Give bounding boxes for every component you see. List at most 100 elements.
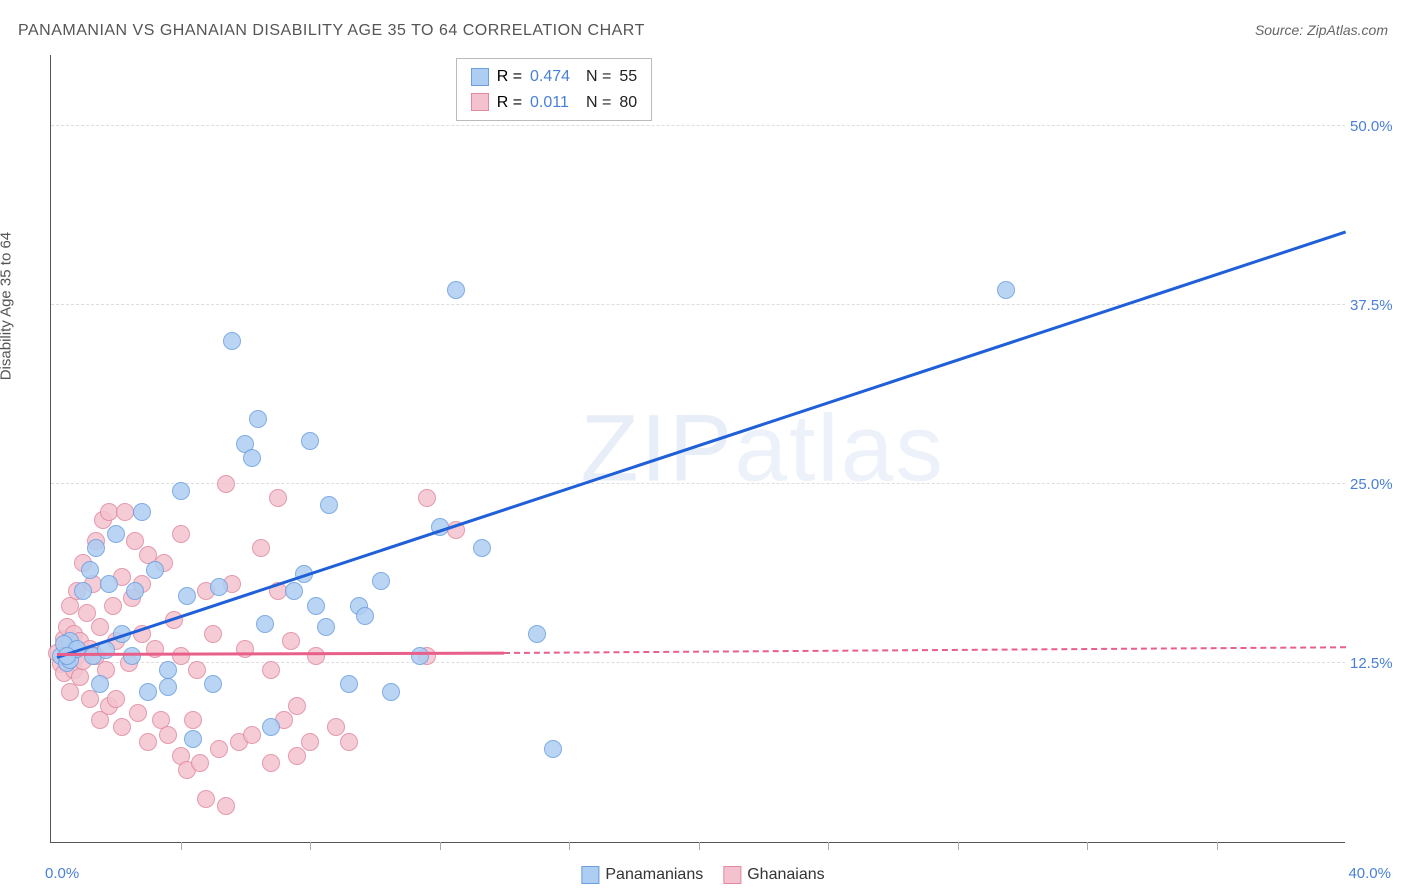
data-point xyxy=(340,675,358,693)
x-tick xyxy=(569,842,570,850)
n-value: 55 xyxy=(619,64,637,90)
data-point xyxy=(87,539,105,557)
data-point xyxy=(262,754,280,772)
data-point xyxy=(447,281,465,299)
data-point xyxy=(307,597,325,615)
n-label: N = xyxy=(586,90,611,116)
legend-item: Ghanaians xyxy=(723,866,824,884)
data-point xyxy=(382,683,400,701)
scatter-plot-area: ZIPatlas 12.5%25.0%37.5%50.0%R =0.474N =… xyxy=(50,55,1345,843)
data-point xyxy=(269,489,287,507)
y-tick-label: 37.5% xyxy=(1350,297,1400,314)
data-point xyxy=(282,632,300,650)
x-tick xyxy=(1087,842,1088,850)
data-point xyxy=(159,661,177,679)
data-point xyxy=(191,754,209,772)
data-point xyxy=(223,332,241,350)
data-point xyxy=(107,690,125,708)
data-point xyxy=(356,607,374,625)
data-point xyxy=(104,597,122,615)
data-point xyxy=(997,281,1015,299)
x-tick xyxy=(699,842,700,850)
x-tick xyxy=(958,842,959,850)
data-point xyxy=(243,449,261,467)
data-point xyxy=(184,730,202,748)
data-point xyxy=(172,482,190,500)
y-tick-label: 50.0% xyxy=(1350,118,1400,135)
gridline-horizontal xyxy=(51,304,1345,305)
data-point xyxy=(217,475,235,493)
data-point xyxy=(317,618,335,636)
data-point xyxy=(100,575,118,593)
y-tick-label: 25.0% xyxy=(1350,476,1400,493)
n-value: 80 xyxy=(619,90,637,116)
watermark-thin: atlas xyxy=(734,395,945,501)
trend-line xyxy=(57,652,504,656)
data-point xyxy=(188,661,206,679)
data-point xyxy=(197,790,215,808)
r-value: 0.474 xyxy=(530,64,578,90)
x-tick xyxy=(310,842,311,850)
data-point xyxy=(372,572,390,590)
legend-swatch xyxy=(471,68,489,86)
watermark-bold: ZIP xyxy=(580,395,734,501)
legend-stats-box: R = 0.474 N = 55 R = 0.011 N = 80 xyxy=(456,58,652,121)
data-point xyxy=(288,697,306,715)
r-value: 0.011 xyxy=(530,90,578,116)
legend-item: Panamanians xyxy=(581,866,703,884)
data-point xyxy=(204,625,222,643)
legend-stats-row: R = 0.474 N = 55 xyxy=(471,64,637,90)
data-point xyxy=(210,740,228,758)
data-point xyxy=(139,733,157,751)
source-prefix: Source: xyxy=(1255,22,1307,38)
r-label: R = xyxy=(497,64,522,90)
x-tick xyxy=(1217,842,1218,850)
data-point xyxy=(159,726,177,744)
data-point xyxy=(74,582,92,600)
y-tick-label: 12.5% xyxy=(1350,655,1400,672)
source-name: ZipAtlas.com xyxy=(1307,22,1388,38)
gridline-horizontal xyxy=(51,662,1345,663)
data-point xyxy=(301,733,319,751)
x-tick xyxy=(440,842,441,850)
x-axis-max-label: 40.0% xyxy=(1348,865,1391,882)
legend-stats-row: R = 0.011 N = 80 xyxy=(471,90,637,116)
data-point xyxy=(146,561,164,579)
data-point xyxy=(129,704,147,722)
data-point xyxy=(172,525,190,543)
data-point xyxy=(126,582,144,600)
data-point xyxy=(91,675,109,693)
data-point xyxy=(71,668,89,686)
data-point xyxy=(252,539,270,557)
data-point xyxy=(473,539,491,557)
data-point xyxy=(123,647,141,665)
legend-label: Ghanaians xyxy=(747,866,824,884)
watermark: ZIPatlas xyxy=(580,394,944,503)
data-point xyxy=(262,661,280,679)
r-label: R = xyxy=(497,90,522,116)
legend-label: Panamanians xyxy=(605,866,703,884)
data-point xyxy=(528,625,546,643)
legend-bottom: Panamanians Ghanaians xyxy=(581,866,824,884)
data-point xyxy=(418,489,436,507)
data-point xyxy=(184,711,202,729)
data-point xyxy=(285,582,303,600)
data-point xyxy=(217,797,235,815)
data-point xyxy=(178,587,196,605)
data-point xyxy=(288,747,306,765)
gridline-horizontal xyxy=(51,125,1345,126)
data-point xyxy=(340,733,358,751)
data-point xyxy=(210,578,228,596)
x-tick xyxy=(181,842,182,850)
n-label: N = xyxy=(586,64,611,90)
legend-swatch xyxy=(471,93,489,111)
data-point xyxy=(91,618,109,636)
data-point xyxy=(243,726,261,744)
data-point xyxy=(256,615,274,633)
data-point xyxy=(81,561,99,579)
data-point xyxy=(126,532,144,550)
data-point xyxy=(172,647,190,665)
x-tick xyxy=(828,842,829,850)
data-point xyxy=(113,718,131,736)
gridline-horizontal xyxy=(51,483,1345,484)
